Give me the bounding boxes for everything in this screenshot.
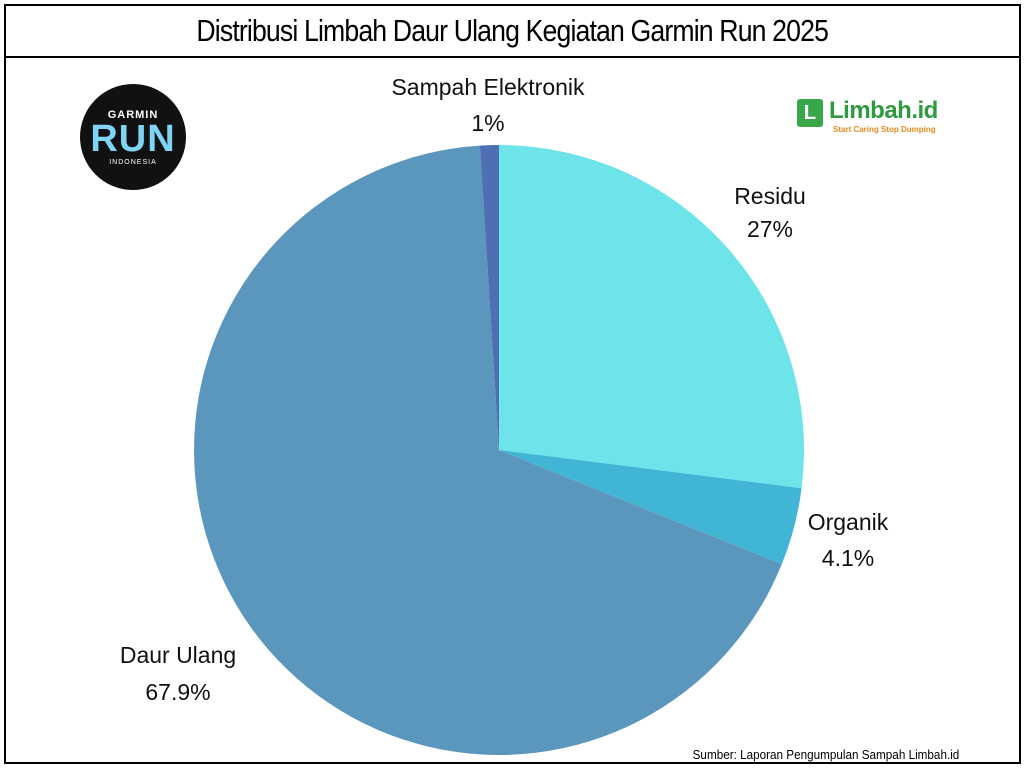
slice-label-name: Residu — [734, 183, 806, 209]
pie-slice-daur-ulang — [194, 145, 782, 755]
garmin-run-logo-line2: RUN — [90, 117, 176, 160]
pie-slice-residu — [499, 145, 804, 489]
pie-labels: Residu 27% Organik 4.1% Daur Ulang 67.9% Sampa… — [120, 74, 889, 705]
chart-title: Distribusi Limbah Daur Ulang Kegiatan Ga… — [196, 13, 830, 48]
slice-label-value: 4.1% — [822, 545, 874, 571]
title-bar: Distribusi Limbah Daur Ulang Kegiatan Ga… — [6, 6, 1019, 58]
limbah-logo: L Limbah.id Start Caring Stop Dumping — [797, 97, 957, 139]
garmin-run-logo: GARMIN RUN INDONESIA — [80, 84, 186, 190]
source-note: Sumber: Laporan Pengumpulan Sampah Limba… — [692, 747, 959, 762]
limbah-logo-tagline: Start Caring Stop Dumping — [833, 125, 936, 134]
garmin-run-logo-line1: GARMIN — [107, 108, 159, 121]
slice-label-name: Daur Ulang — [120, 642, 236, 668]
limbah-logo-mark: L — [797, 99, 823, 127]
slice-label-value: 67.9% — [145, 679, 210, 705]
pie-slices — [194, 145, 804, 755]
slice-label-value: 27% — [747, 216, 793, 242]
slice-label-value: 1% — [471, 110, 504, 136]
limbah-logo-word: Limbah.id — [829, 97, 938, 124]
slice-label-name: Organik — [808, 509, 889, 535]
pie-slice-organik — [499, 450, 802, 565]
garmin-run-logo-line3: INDONESIA — [109, 158, 157, 166]
slice-label-name: Sampah Elektronik — [391, 74, 585, 100]
pie-slice-sampah-elektronik — [479, 145, 499, 450]
